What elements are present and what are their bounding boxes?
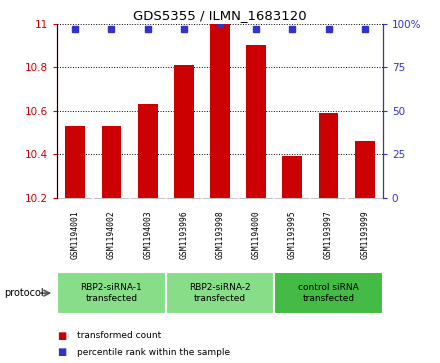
Text: GSM1193999: GSM1193999 [360, 210, 369, 258]
Text: RBP2-siRNA-2
transfected: RBP2-siRNA-2 transfected [189, 284, 251, 303]
Text: GSM1194000: GSM1194000 [252, 210, 260, 258]
Bar [57, 272, 166, 314]
Text: protocol: protocol [4, 288, 44, 298]
Text: GSM1193998: GSM1193998 [216, 210, 224, 258]
Text: GSM1194001: GSM1194001 [71, 210, 80, 258]
Bar [174, 65, 194, 198]
Bar [319, 113, 338, 198]
Text: GSM1194002: GSM1194002 [107, 210, 116, 258]
Text: ■: ■ [57, 331, 66, 341]
Bar [274, 272, 383, 314]
Text: GSM1193997: GSM1193997 [324, 210, 333, 258]
Bar [166, 272, 274, 314]
Title: GDS5355 / ILMN_1683120: GDS5355 / ILMN_1683120 [133, 9, 307, 23]
Bar [246, 45, 266, 198]
Text: percentile rank within the sample: percentile rank within the sample [77, 348, 230, 356]
Bar [66, 126, 85, 198]
Text: GSM1194003: GSM1194003 [143, 210, 152, 258]
Text: GSM1193995: GSM1193995 [288, 210, 297, 258]
Bar [210, 24, 230, 198]
Text: transformed count: transformed count [77, 331, 161, 340]
Bar [355, 141, 375, 198]
Text: control siRNA
transfected: control siRNA transfected [298, 284, 359, 303]
Text: RBP2-siRNA-1
transfected: RBP2-siRNA-1 transfected [81, 284, 143, 303]
Text: ■: ■ [57, 347, 66, 357]
Text: GSM1193996: GSM1193996 [180, 210, 188, 258]
Bar [282, 156, 302, 198]
Bar [138, 104, 158, 198]
Bar [102, 126, 121, 198]
